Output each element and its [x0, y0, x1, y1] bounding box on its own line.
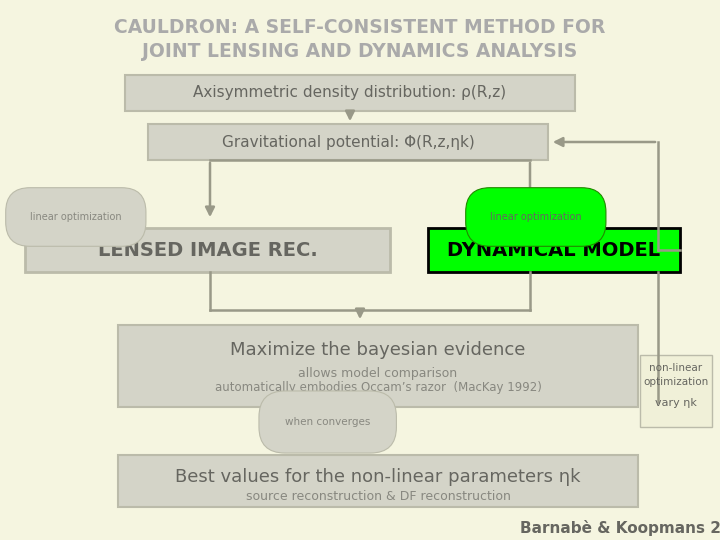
Bar [25, 228, 390, 272]
Text: non-linear: non-linear [649, 363, 703, 373]
Text: vary ηk: vary ηk [655, 398, 697, 408]
Text: DYNAMICAL MODEL: DYNAMICAL MODEL [447, 240, 660, 260]
Text: Maximize the bayesian evidence: Maximize the bayesian evidence [230, 341, 526, 359]
Bar [428, 228, 680, 272]
Bar [118, 325, 638, 407]
Bar [118, 455, 638, 507]
Text: linear optimization: linear optimization [490, 212, 582, 222]
Text: source reconstruction & DF reconstruction: source reconstruction & DF reconstructio… [246, 490, 510, 503]
Text: CAULDRON: A SELF-CONSISTENT METHOD FOR: CAULDRON: A SELF-CONSISTENT METHOD FOR [114, 18, 606, 37]
Bar [640, 355, 712, 427]
Text: JOINT LENSING AND DYNAMICS ANALYSIS: JOINT LENSING AND DYNAMICS ANALYSIS [143, 42, 577, 61]
Text: allows model comparison: allows model comparison [298, 367, 458, 380]
Text: when converges: when converges [285, 417, 370, 427]
Text: Barnabè & Koopmans 2007: Barnabè & Koopmans 2007 [520, 520, 720, 536]
Text: automatically embodies Occam’s razor  (MacKay 1992): automatically embodies Occam’s razor (Ma… [215, 381, 541, 394]
Text: Best values for the non-linear parameters ηk: Best values for the non-linear parameter… [175, 468, 581, 486]
Text: optimization: optimization [644, 377, 708, 387]
Text: Axisymmetric density distribution: ρ(R,z): Axisymmetric density distribution: ρ(R,z… [194, 85, 507, 100]
Bar [148, 124, 548, 160]
Text: linear optimization: linear optimization [30, 212, 122, 222]
Text: LENSED IMAGE REC.: LENSED IMAGE REC. [98, 240, 318, 260]
Bar [125, 75, 575, 111]
Text: Gravitational potential: Φ(R,z,ηk): Gravitational potential: Φ(R,z,ηk) [222, 134, 474, 150]
